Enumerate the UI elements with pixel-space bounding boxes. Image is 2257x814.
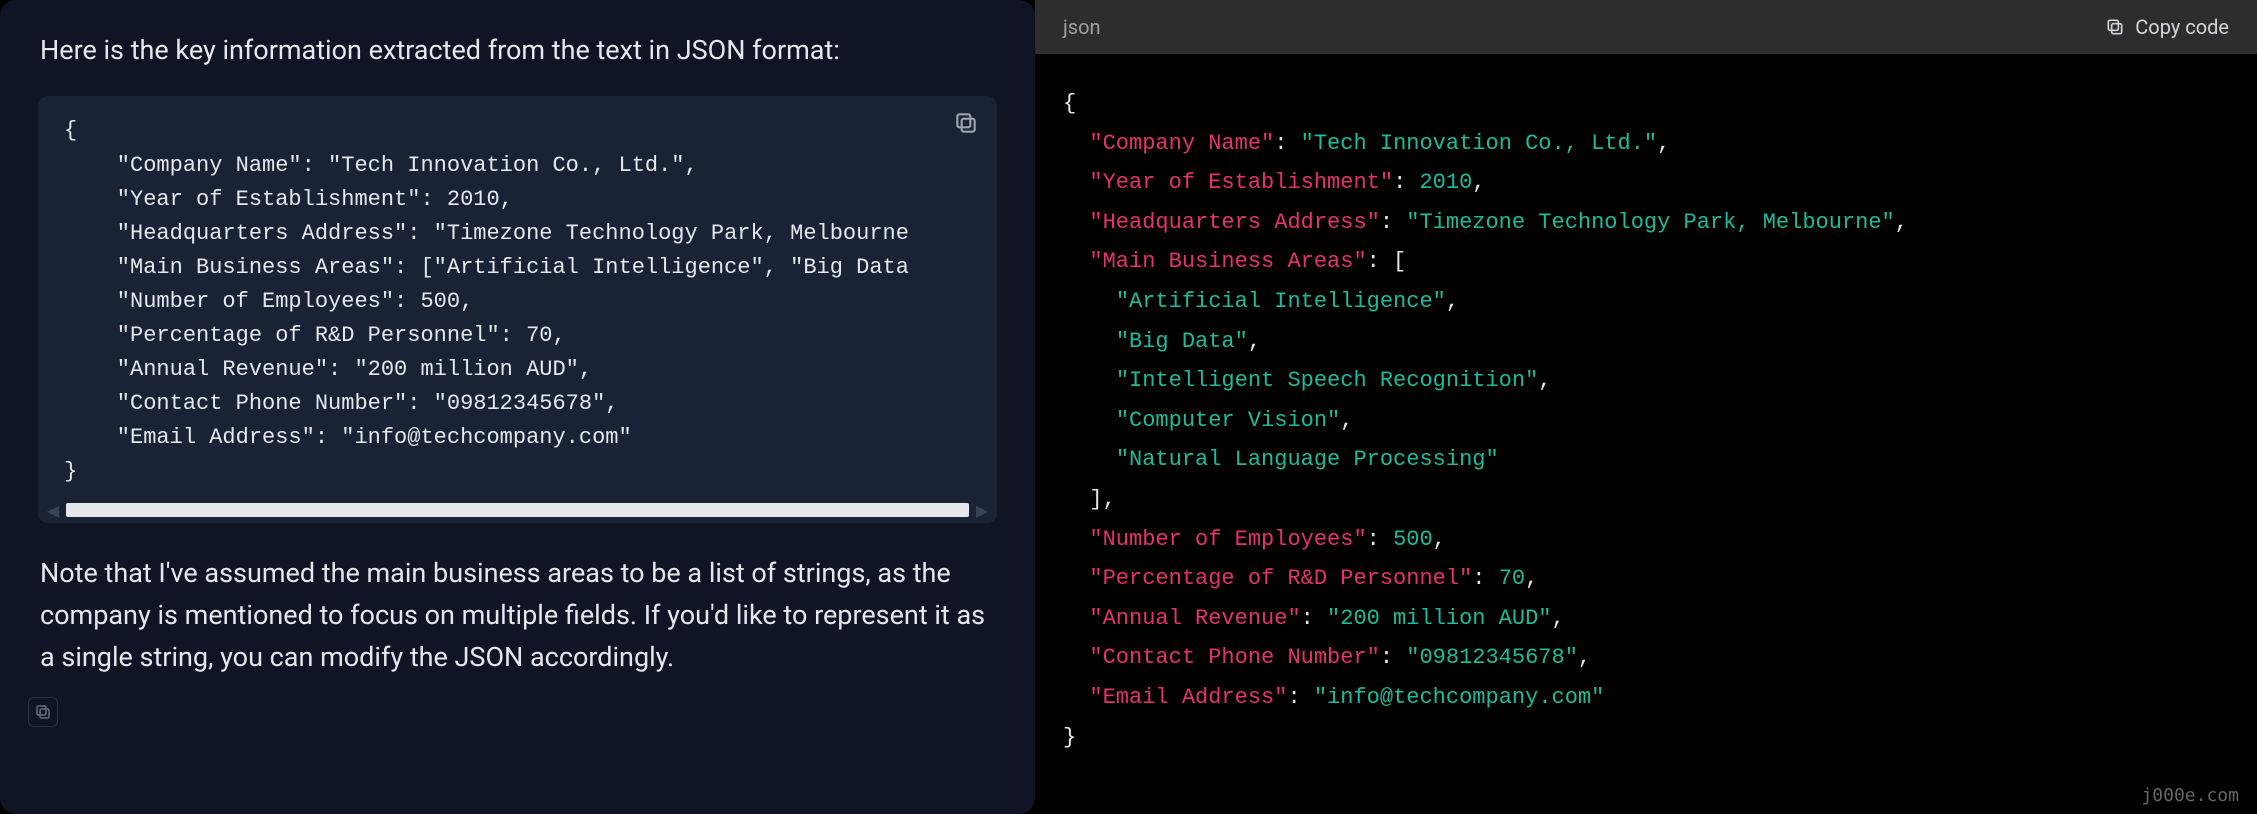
code-line: "Artificial Intelligence", (1063, 282, 2229, 322)
scroll-track[interactable] (66, 503, 969, 517)
copy-icon[interactable] (953, 110, 979, 136)
note-text: Note that I've assumed the main business… (0, 523, 1035, 679)
code-line: "Intelligent Speech Recognition", (1063, 361, 2229, 401)
watermark: j000e.com (2141, 785, 2239, 806)
code-line: "Big Data", (1063, 322, 2229, 362)
code-line: { (1063, 84, 2229, 124)
code-line: "Company Name": "Tech Innovation Co., Lt… (1063, 124, 2229, 164)
code-line: "Computer Vision", (1063, 401, 2229, 441)
right-code-panel: json Copy code { "Company Name": "Tech I… (1035, 0, 2257, 814)
code-line: "Annual Revenue": "200 million AUD", (1063, 599, 2229, 639)
scroll-left-arrow[interactable]: ◀ (44, 501, 62, 520)
code-line: "Natural Language Processing" (1063, 440, 2229, 480)
code-scroll-area[interactable]: { "Company Name": "Tech Innovation Co., … (38, 114, 997, 497)
scroll-right-arrow[interactable]: ▶ (973, 501, 991, 520)
left-assistant-panel: Here is the key information extracted fr… (0, 0, 1035, 814)
code-line: "Headquarters Address": "Timezone Techno… (1063, 203, 2229, 243)
left-code-block: { "Company Name": "Tech Innovation Co., … (38, 96, 997, 523)
intro-text: Here is the key information extracted fr… (0, 32, 1035, 68)
horizontal-scrollbar[interactable]: ◀ ▶ (38, 497, 997, 523)
code-header: json Copy code (1035, 0, 2257, 54)
right-code-content: { "Company Name": "Tech Innovation Co., … (1035, 54, 2257, 814)
language-label: json (1063, 15, 1101, 39)
left-code-content: { "Company Name": "Tech Innovation Co., … (38, 114, 997, 497)
copy-code-button[interactable]: Copy code (2105, 15, 2229, 39)
code-line: "Number of Employees": 500, (1063, 520, 2229, 560)
code-line: "Main Business Areas": [ (1063, 242, 2229, 282)
code-line: "Contact Phone Number": "09812345678", (1063, 638, 2229, 678)
code-line: "Year of Establishment": 2010, (1063, 163, 2229, 203)
code-line: "Percentage of R&D Personnel": 70, (1063, 559, 2229, 599)
copy-message-button[interactable] (28, 697, 58, 727)
code-line: ], (1063, 480, 2229, 520)
code-line: } (1063, 718, 2229, 758)
copy-code-label: Copy code (2135, 15, 2229, 39)
code-line: "Email Address": "info@techcompany.com" (1063, 678, 2229, 718)
